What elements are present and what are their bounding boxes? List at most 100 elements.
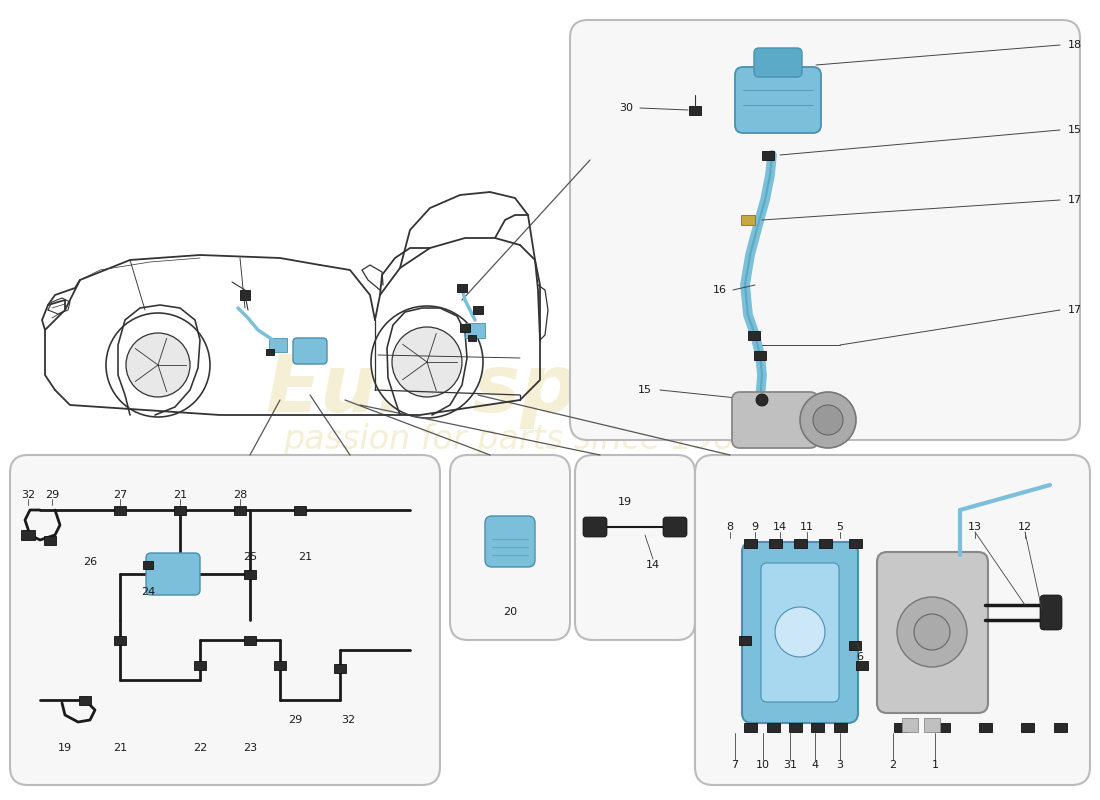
Bar — [114, 506, 126, 514]
FancyBboxPatch shape — [735, 67, 821, 133]
Circle shape — [392, 327, 462, 397]
Text: 15: 15 — [1068, 125, 1082, 135]
Circle shape — [914, 614, 950, 650]
Text: 1: 1 — [932, 760, 938, 770]
Bar — [240, 290, 250, 300]
FancyBboxPatch shape — [732, 392, 818, 448]
Text: 32: 32 — [341, 715, 355, 725]
FancyBboxPatch shape — [877, 552, 988, 713]
Circle shape — [371, 306, 483, 418]
Bar — [741, 215, 755, 225]
FancyBboxPatch shape — [761, 563, 839, 702]
Bar — [769, 538, 781, 547]
Text: 6: 6 — [857, 652, 864, 662]
Circle shape — [800, 392, 856, 448]
Bar — [274, 661, 286, 670]
Text: 21: 21 — [113, 743, 128, 753]
Bar — [143, 561, 153, 569]
Bar — [789, 722, 802, 731]
Bar — [739, 635, 751, 645]
Bar — [936, 722, 949, 731]
Bar — [44, 535, 56, 545]
Text: 29: 29 — [45, 490, 59, 500]
Bar — [1021, 722, 1034, 731]
FancyBboxPatch shape — [754, 48, 802, 77]
Bar — [1054, 722, 1067, 731]
Text: 14: 14 — [646, 560, 660, 570]
Text: 19: 19 — [618, 497, 632, 507]
Circle shape — [756, 394, 768, 406]
Bar — [460, 324, 470, 332]
FancyBboxPatch shape — [570, 20, 1080, 440]
Bar — [244, 635, 256, 645]
Text: 16: 16 — [713, 285, 727, 295]
FancyBboxPatch shape — [1040, 595, 1062, 630]
Text: 30: 30 — [619, 103, 632, 113]
Bar — [818, 538, 832, 547]
FancyBboxPatch shape — [450, 455, 570, 640]
Text: 25: 25 — [243, 552, 257, 562]
Bar — [294, 506, 306, 514]
FancyBboxPatch shape — [485, 516, 535, 567]
Bar — [266, 349, 274, 355]
Text: 2: 2 — [890, 760, 896, 770]
Bar — [811, 722, 824, 731]
Text: 29: 29 — [288, 715, 302, 725]
Text: 17: 17 — [1068, 305, 1082, 315]
Bar — [793, 538, 806, 547]
Text: 8: 8 — [726, 522, 734, 532]
Bar — [79, 695, 91, 705]
Circle shape — [106, 313, 210, 417]
Bar — [902, 718, 918, 732]
Text: 7: 7 — [732, 760, 738, 770]
Text: 12: 12 — [1018, 522, 1032, 532]
Text: 21: 21 — [298, 552, 312, 562]
Text: 3: 3 — [836, 760, 844, 770]
FancyBboxPatch shape — [663, 517, 688, 537]
FancyBboxPatch shape — [695, 455, 1090, 785]
Text: 31: 31 — [783, 760, 798, 770]
Circle shape — [126, 333, 190, 397]
Bar — [762, 150, 774, 159]
Text: 13: 13 — [968, 522, 982, 532]
Text: 26: 26 — [82, 557, 97, 567]
Bar — [270, 338, 287, 352]
Bar — [893, 722, 906, 731]
Bar — [849, 641, 861, 650]
Bar — [334, 663, 346, 673]
Text: 5: 5 — [836, 522, 844, 532]
Text: 32: 32 — [21, 490, 35, 500]
FancyBboxPatch shape — [575, 455, 695, 640]
Bar — [834, 722, 847, 731]
Bar — [856, 661, 868, 670]
Text: 28: 28 — [233, 490, 248, 500]
Text: 14: 14 — [773, 522, 788, 532]
Circle shape — [776, 607, 825, 657]
Bar — [848, 538, 861, 547]
Bar — [767, 722, 780, 731]
Text: 18: 18 — [1068, 40, 1082, 50]
Text: 11: 11 — [800, 522, 814, 532]
Text: 10: 10 — [756, 760, 770, 770]
Bar — [114, 635, 126, 645]
Bar — [456, 284, 468, 292]
Bar — [234, 506, 246, 514]
Text: Eurospares: Eurospares — [265, 351, 774, 429]
Bar — [744, 722, 757, 731]
FancyBboxPatch shape — [293, 338, 327, 364]
Text: 22: 22 — [192, 743, 207, 753]
Bar — [174, 506, 186, 514]
Bar — [744, 538, 757, 547]
Bar — [473, 306, 483, 314]
Bar — [21, 530, 35, 540]
FancyBboxPatch shape — [146, 553, 200, 595]
Text: 4: 4 — [812, 760, 818, 770]
Bar — [748, 330, 760, 339]
Bar — [979, 722, 991, 731]
Bar — [465, 322, 485, 338]
Text: 23: 23 — [243, 743, 257, 753]
Bar — [244, 570, 256, 578]
Text: 21: 21 — [173, 490, 187, 500]
FancyBboxPatch shape — [583, 517, 607, 537]
Bar — [924, 718, 940, 732]
